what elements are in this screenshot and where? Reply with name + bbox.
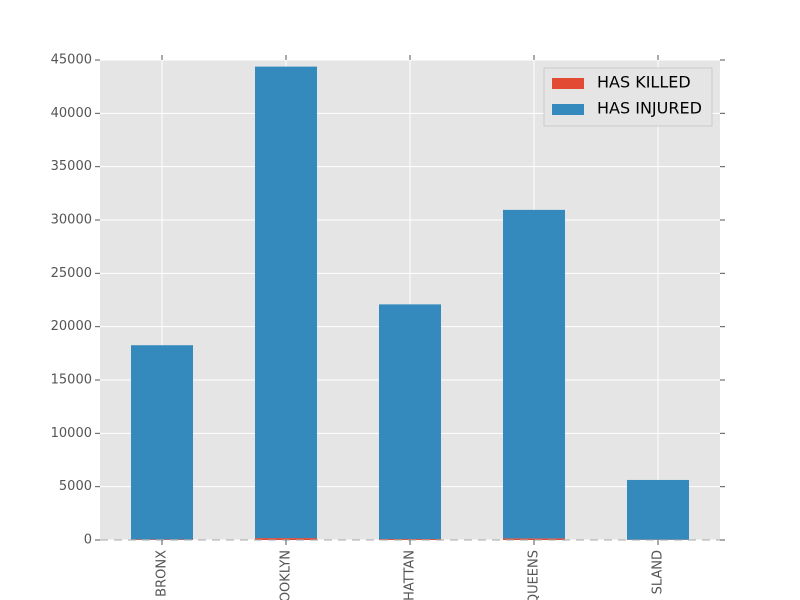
- x-tick-label: OOKLYN: [279, 550, 294, 600]
- y-tick-label: 5000: [59, 479, 92, 494]
- legend-label: HAS KILLED: [597, 73, 691, 92]
- bar: [379, 304, 441, 540]
- y-tick-label: 20000: [51, 319, 92, 334]
- x-tick-label: BRONX: [155, 550, 170, 597]
- legend-swatch: [552, 104, 584, 115]
- bar: [255, 66, 317, 539]
- bar: [503, 209, 565, 539]
- y-tick-label: 10000: [51, 426, 92, 441]
- y-tick-label: 35000: [51, 159, 92, 174]
- bar: [503, 538, 565, 540]
- y-tick-label: 40000: [51, 106, 92, 121]
- y-tick-label: 15000: [51, 373, 92, 388]
- y-tick-label: 30000: [51, 213, 92, 228]
- bar: [131, 345, 193, 540]
- y-tick-label: 45000: [51, 53, 92, 68]
- x-tick-label: SLAND: [651, 550, 666, 594]
- y-tick-label: 0: [84, 533, 92, 548]
- legend-swatch: [552, 78, 584, 89]
- y-tick-label: 25000: [51, 266, 92, 281]
- x-tick-label: HATTAN: [403, 550, 418, 600]
- legend-box: [543, 67, 713, 127]
- bar: [255, 538, 317, 540]
- x-tick-label: QUEENS: [527, 550, 542, 600]
- bar: [627, 479, 689, 540]
- legend-label: HAS INJURED: [597, 99, 702, 118]
